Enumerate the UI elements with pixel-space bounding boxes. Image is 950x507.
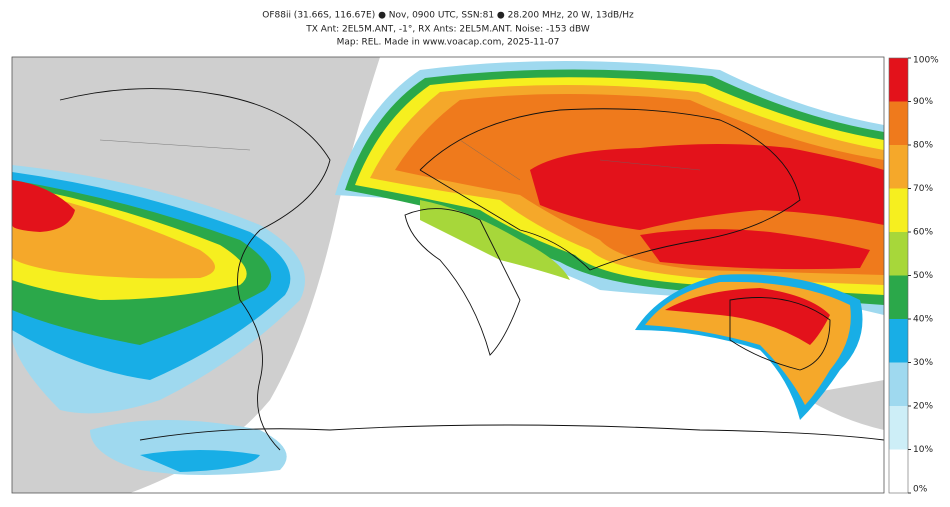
title: OF88ii (31.66S, 116.67E) ● Nov, 0900 UTC…: [262, 11, 634, 48]
colorbar-segment: [889, 232, 908, 276]
colorbar-tick-label: 70%: [913, 184, 933, 194]
colorbar-tick-label: 0%: [913, 485, 928, 495]
colorbar-segment: [889, 188, 908, 232]
coverage: [530, 144, 884, 230]
coverage: [12, 180, 75, 232]
coverage: [420, 200, 570, 280]
colorbar-segment: [889, 101, 908, 145]
colorbar-tick-label: 20%: [913, 402, 933, 412]
colorbar-tick-label: 40%: [913, 315, 933, 325]
title-line: OF88ii (31.66S, 116.67E) ● Nov, 0900 UTC…: [262, 11, 634, 21]
coastline: [419, 108, 801, 271]
colorbar-segment: [889, 319, 908, 363]
coastline: [59, 88, 331, 451]
colorbar-tick-label: 10%: [913, 445, 933, 455]
coastline: [404, 208, 521, 356]
border: [99, 139, 701, 181]
colorbar-segment: [889, 362, 908, 406]
colorbar-tick-label: 50%: [913, 271, 933, 281]
map-frame: [11, 56, 885, 494]
colorbar-tick-label: 30%: [913, 358, 933, 368]
colorbar-segment: [889, 449, 908, 493]
coastline: [729, 297, 831, 371]
coverage: [640, 229, 870, 270]
title-line: TX Ant: 2EL5M.ANT, -1°, RX Ants: 2EL5M.A…: [305, 25, 590, 35]
map: [12, 57, 884, 493]
colorbar-tick-label: 100%: [913, 56, 939, 66]
colorbar-segment: [889, 406, 908, 450]
colorbar-segment: [889, 145, 908, 189]
colorbar: 0% 10% 20% 30% 40% 50% 60% 70% 80% 90% 100%: [888, 56, 939, 495]
colorbar-tick-label: 90%: [913, 97, 933, 107]
colorbar-tick-label: 80%: [913, 141, 933, 151]
title-line: Map: REL. Made in www.voacap.com, 2025-1…: [337, 38, 560, 48]
coastline: [139, 424, 884, 441]
coverage: [665, 288, 830, 345]
colorbar-segment: [889, 275, 908, 319]
colorbar-segment: [889, 58, 908, 102]
colorbar-tick-label: 60%: [913, 228, 933, 238]
coverage: [140, 450, 260, 472]
